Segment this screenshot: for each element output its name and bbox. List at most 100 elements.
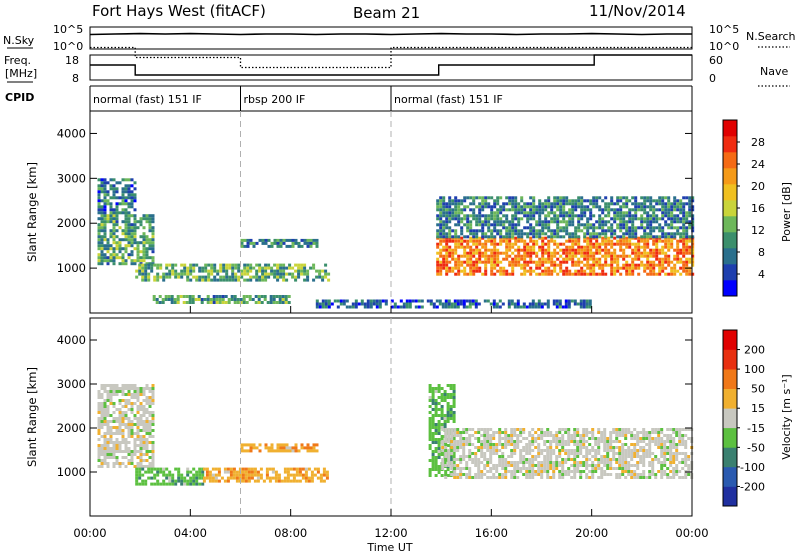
power-cell bbox=[188, 295, 192, 298]
power-cell bbox=[514, 260, 518, 264]
power-cell bbox=[601, 236, 605, 240]
power-cell bbox=[336, 299, 340, 303]
power-cell bbox=[595, 263, 599, 267]
velocity-cell bbox=[558, 473, 562, 476]
power-cell bbox=[640, 251, 644, 255]
velocity-cell bbox=[434, 474, 438, 477]
velocity-cell bbox=[483, 458, 487, 461]
velocity-cell bbox=[594, 464, 598, 467]
velocity-cell bbox=[121, 390, 125, 393]
power-cell bbox=[538, 214, 542, 218]
power-tick-label: 2000 bbox=[57, 216, 86, 230]
power-cell bbox=[679, 208, 683, 212]
power-cell bbox=[426, 299, 430, 303]
velocity-cell bbox=[489, 461, 493, 464]
power-cell bbox=[327, 302, 331, 306]
velocity-cell bbox=[582, 434, 586, 437]
velocity-cell bbox=[437, 465, 441, 468]
velocity-cell bbox=[428, 426, 432, 429]
power-cell bbox=[442, 205, 446, 209]
velocity-cell bbox=[434, 387, 438, 390]
power-cell bbox=[493, 205, 497, 209]
velocity-cell bbox=[531, 458, 535, 461]
velocity-cell bbox=[642, 452, 646, 455]
power-cell bbox=[115, 214, 119, 218]
power-cell bbox=[649, 208, 653, 212]
power-cell bbox=[562, 208, 566, 212]
power-cell bbox=[538, 257, 542, 261]
power-cell bbox=[559, 214, 563, 218]
power-cell bbox=[130, 238, 134, 242]
velocity-cell bbox=[459, 443, 463, 446]
velocity-cell bbox=[522, 473, 526, 476]
velocity-cell bbox=[109, 432, 113, 435]
velocity-cell bbox=[247, 476, 251, 480]
power-cell bbox=[616, 260, 620, 264]
power-cell bbox=[445, 245, 449, 249]
velocity-cell bbox=[208, 470, 212, 474]
velocity-cell bbox=[259, 467, 263, 471]
velocity-cell bbox=[133, 450, 137, 453]
velocity-cell bbox=[465, 476, 469, 479]
power-cell bbox=[321, 275, 325, 279]
power-cell bbox=[315, 238, 319, 242]
power-cell bbox=[174, 272, 178, 276]
velocity-cell bbox=[606, 455, 610, 458]
power-cell bbox=[156, 272, 160, 276]
velocity-cell bbox=[276, 446, 280, 450]
power-cell bbox=[652, 269, 656, 273]
power-cell bbox=[469, 236, 473, 240]
power-cell bbox=[306, 275, 310, 279]
velocity-cell bbox=[249, 443, 253, 447]
velocity-colorbar-swatch bbox=[723, 486, 737, 507]
power-cell bbox=[580, 260, 584, 264]
velocity-cell bbox=[121, 438, 125, 441]
velocity-cell bbox=[106, 411, 110, 414]
power-cell bbox=[124, 250, 128, 254]
velocity-cell bbox=[142, 438, 146, 441]
power-cell bbox=[490, 229, 494, 233]
power-cell bbox=[463, 205, 467, 209]
velocity-cell bbox=[256, 476, 260, 480]
power-cell bbox=[571, 199, 575, 203]
power-cell bbox=[607, 242, 611, 246]
velocity-colorbar-frame bbox=[722, 329, 738, 507]
velocity-cell bbox=[468, 437, 472, 440]
power-cell bbox=[294, 275, 298, 279]
velocity-cell bbox=[480, 434, 484, 437]
power-cell bbox=[562, 242, 566, 246]
power-cell bbox=[655, 242, 659, 246]
power-cell bbox=[490, 251, 494, 255]
velocity-cell bbox=[280, 479, 284, 483]
power-cell bbox=[321, 302, 325, 306]
power-cell bbox=[676, 232, 680, 236]
power-cell bbox=[496, 248, 500, 252]
power-cell bbox=[439, 199, 443, 203]
velocity-cell bbox=[585, 476, 589, 479]
velocity-cell bbox=[133, 417, 137, 420]
power-cell bbox=[127, 238, 131, 242]
power-cell bbox=[127, 184, 131, 188]
velocity-cell bbox=[103, 399, 107, 402]
velocity-cell bbox=[444, 470, 448, 473]
velocity-cell bbox=[441, 428, 445, 431]
time-tick-label: 00:00 bbox=[73, 526, 106, 540]
power-cell bbox=[294, 269, 298, 273]
power-cell bbox=[537, 305, 541, 309]
power-cell bbox=[285, 244, 289, 248]
velocity-cell bbox=[144, 470, 148, 474]
velocity-cell bbox=[273, 449, 277, 453]
velocity-cell bbox=[657, 428, 661, 431]
power-cell bbox=[130, 202, 134, 206]
power-cell bbox=[315, 241, 319, 245]
power-cell bbox=[100, 208, 104, 212]
power-cell bbox=[321, 278, 325, 282]
velocity-cell bbox=[450, 473, 454, 476]
velocity-cell bbox=[171, 479, 175, 483]
velocity-cell bbox=[675, 464, 679, 467]
power-cell bbox=[628, 235, 632, 239]
velocity-cell bbox=[100, 396, 104, 399]
velocity-cell bbox=[136, 387, 140, 390]
velocity-cell bbox=[265, 476, 269, 480]
power-cell bbox=[442, 266, 446, 270]
